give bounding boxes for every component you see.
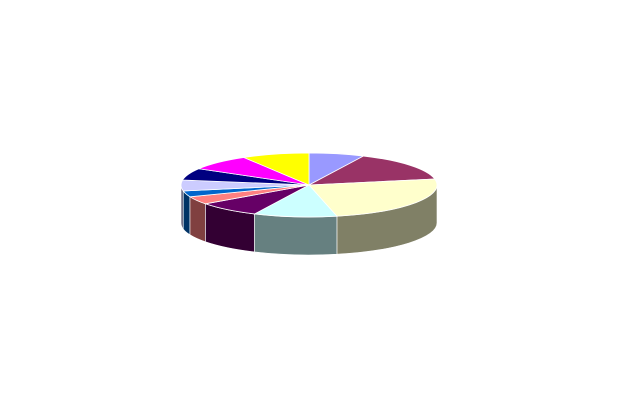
- pie-slice-side-8: [180, 184, 184, 230]
- pie-slice-side-6: [189, 196, 206, 243]
- pie-slice-11: [242, 152, 310, 186]
- pie-slice-side-4: [254, 213, 338, 256]
- pie-slice-3: [308, 178, 438, 217]
- pie-slice-2: [308, 155, 436, 186]
- pie-slice-side-7: [182, 190, 191, 236]
- pie-slice-4: [253, 184, 338, 218]
